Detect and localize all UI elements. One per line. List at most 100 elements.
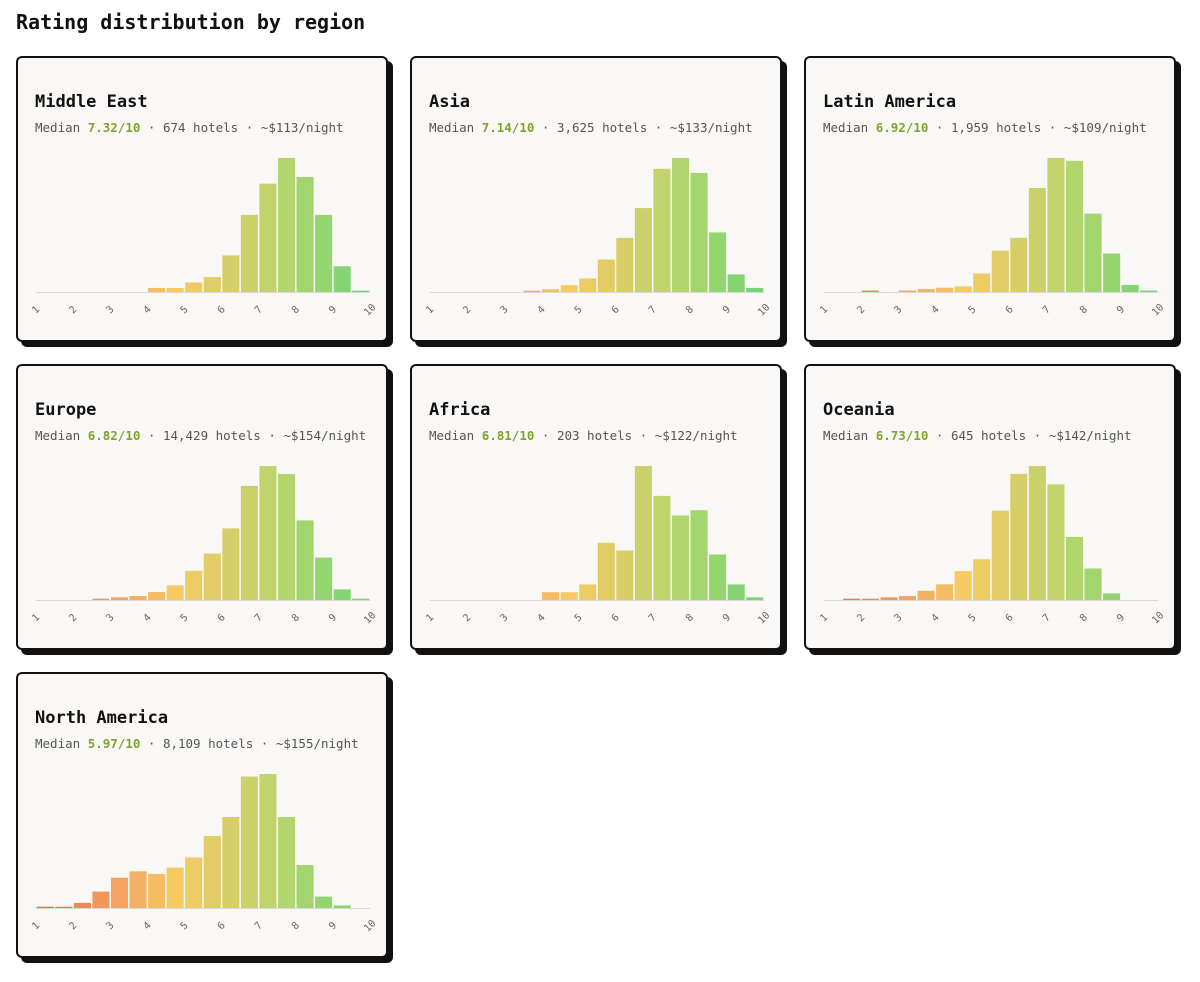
histogram-bar bbox=[542, 289, 560, 292]
hotel-count: 645 hotels bbox=[950, 428, 1027, 443]
x-tick-label: 6 bbox=[610, 304, 622, 316]
x-tick-label: 9 bbox=[327, 304, 339, 316]
histogram-bar bbox=[73, 902, 91, 908]
histogram-bar bbox=[148, 873, 166, 908]
x-tick-label: 3 bbox=[498, 612, 510, 624]
histogram-bar bbox=[746, 287, 764, 292]
median-label: Median bbox=[823, 120, 869, 135]
histogram-bar bbox=[92, 891, 110, 908]
x-tick-label: 9 bbox=[721, 612, 733, 624]
histogram-bar bbox=[352, 598, 370, 600]
x-tick-label: 8 bbox=[290, 304, 302, 316]
histogram-bar bbox=[240, 776, 258, 908]
histogram-bar bbox=[222, 255, 240, 292]
histogram-bar bbox=[203, 277, 221, 292]
x-tick-label: 2 bbox=[855, 612, 867, 624]
histogram-bar bbox=[616, 550, 634, 600]
x-tick-label: 6 bbox=[216, 920, 228, 932]
x-tick-label: 10 bbox=[362, 302, 378, 318]
histogram-bar bbox=[222, 528, 240, 600]
x-tick-label: 9 bbox=[1115, 304, 1127, 316]
x-tick-label: 4 bbox=[930, 304, 942, 316]
rating-histogram: 1 2 3 4 5 6 7 8 9 10 bbox=[818, 158, 1166, 318]
region-subtitle: Median 7.14/10 · 3,625 hotels · ~$133/ni… bbox=[429, 120, 753, 135]
histogram-bar bbox=[616, 237, 634, 292]
region-card: Europe Median 6.82/10 · 14,429 hotels · ~… bbox=[16, 364, 388, 650]
hotel-count: 1,959 hotels bbox=[950, 120, 1042, 135]
median-value: 6.92/10 bbox=[875, 120, 929, 135]
hotel-count: 3,625 hotels bbox=[556, 120, 648, 135]
histogram-bar bbox=[166, 585, 184, 600]
histogram-bar bbox=[259, 774, 277, 908]
x-tick-label: 2 bbox=[855, 304, 867, 316]
histogram-bar bbox=[898, 596, 917, 600]
x-tick-label: 4 bbox=[142, 920, 154, 932]
histogram-bar bbox=[917, 289, 935, 292]
histogram-bar bbox=[542, 592, 560, 600]
median-value: 5.97/10 bbox=[87, 736, 141, 751]
histogram-bar bbox=[148, 287, 166, 292]
separator: · bbox=[534, 428, 557, 443]
histogram-bar bbox=[55, 906, 73, 908]
region-title: Europe bbox=[35, 400, 97, 420]
histogram-bar bbox=[1084, 568, 1102, 600]
region-title: North America bbox=[35, 708, 169, 728]
histogram-bar bbox=[1140, 290, 1158, 292]
separator: · bbox=[632, 428, 655, 443]
rating-histogram: 1 2 3 4 5 6 7 8 9 10 bbox=[30, 774, 378, 934]
x-tick-label: 1 bbox=[424, 304, 436, 316]
histogram-bar bbox=[203, 553, 221, 600]
x-tick-label: 5 bbox=[573, 304, 585, 316]
separator: · bbox=[238, 120, 261, 135]
region-title: Africa bbox=[429, 400, 491, 420]
histogram-bar bbox=[129, 596, 147, 600]
median-label: Median bbox=[429, 120, 475, 135]
x-tick-label: 2 bbox=[461, 304, 473, 316]
x-tick-label: 7 bbox=[253, 612, 265, 624]
region-card: Middle East Median 7.32/10 · 674 hotels ·… bbox=[16, 56, 388, 342]
x-tick-label: 5 bbox=[573, 612, 585, 624]
median-label: Median bbox=[35, 428, 81, 443]
histogram-bar bbox=[240, 485, 258, 600]
x-tick-label: 7 bbox=[647, 612, 659, 624]
histogram-bar bbox=[880, 597, 898, 600]
region-title: Middle East bbox=[35, 92, 148, 112]
x-tick-label: 4 bbox=[142, 304, 154, 316]
x-tick-label: 1 bbox=[424, 612, 436, 624]
avg-price: ~$109/night bbox=[1063, 120, 1147, 135]
rating-histogram: 1 2 3 4 5 6 7 8 9 10 bbox=[30, 466, 378, 626]
median-value: 6.73/10 bbox=[875, 428, 929, 443]
hotel-count: 14,429 hotels bbox=[162, 428, 261, 443]
histogram-bar bbox=[185, 282, 203, 292]
x-tick-label: 6 bbox=[1004, 304, 1016, 316]
x-tick-label: 5 bbox=[967, 304, 979, 316]
x-tick-label: 8 bbox=[290, 920, 302, 932]
histogram-bar bbox=[166, 287, 184, 292]
separator: · bbox=[928, 120, 951, 135]
histogram-bar bbox=[277, 158, 296, 292]
histogram-bar bbox=[917, 590, 935, 600]
x-tick-label: 5 bbox=[967, 612, 979, 624]
x-tick-label: 4 bbox=[142, 612, 154, 624]
histogram-bar bbox=[560, 592, 578, 600]
x-tick-label: 10 bbox=[1150, 610, 1166, 626]
histogram-bar bbox=[843, 598, 861, 600]
avg-price: ~$154/night bbox=[283, 428, 367, 443]
x-tick-label: 3 bbox=[892, 304, 904, 316]
histogram-bar bbox=[523, 290, 541, 292]
x-tick-label: 1 bbox=[30, 304, 42, 316]
x-tick-label: 1 bbox=[30, 612, 42, 624]
histogram-bar bbox=[129, 871, 147, 908]
x-tick-label: 6 bbox=[216, 304, 228, 316]
median-label: Median bbox=[823, 428, 869, 443]
histogram-bar bbox=[991, 510, 1009, 600]
histogram-bar bbox=[259, 183, 277, 292]
median-value: 7.14/10 bbox=[481, 120, 535, 135]
histogram-bar bbox=[746, 597, 764, 600]
histogram-bar bbox=[296, 176, 314, 292]
median-label: Median bbox=[35, 120, 81, 135]
x-tick-label: 6 bbox=[216, 612, 228, 624]
x-tick-label: 3 bbox=[104, 612, 116, 624]
histogram-bar bbox=[166, 867, 184, 908]
x-tick-label: 6 bbox=[610, 612, 622, 624]
